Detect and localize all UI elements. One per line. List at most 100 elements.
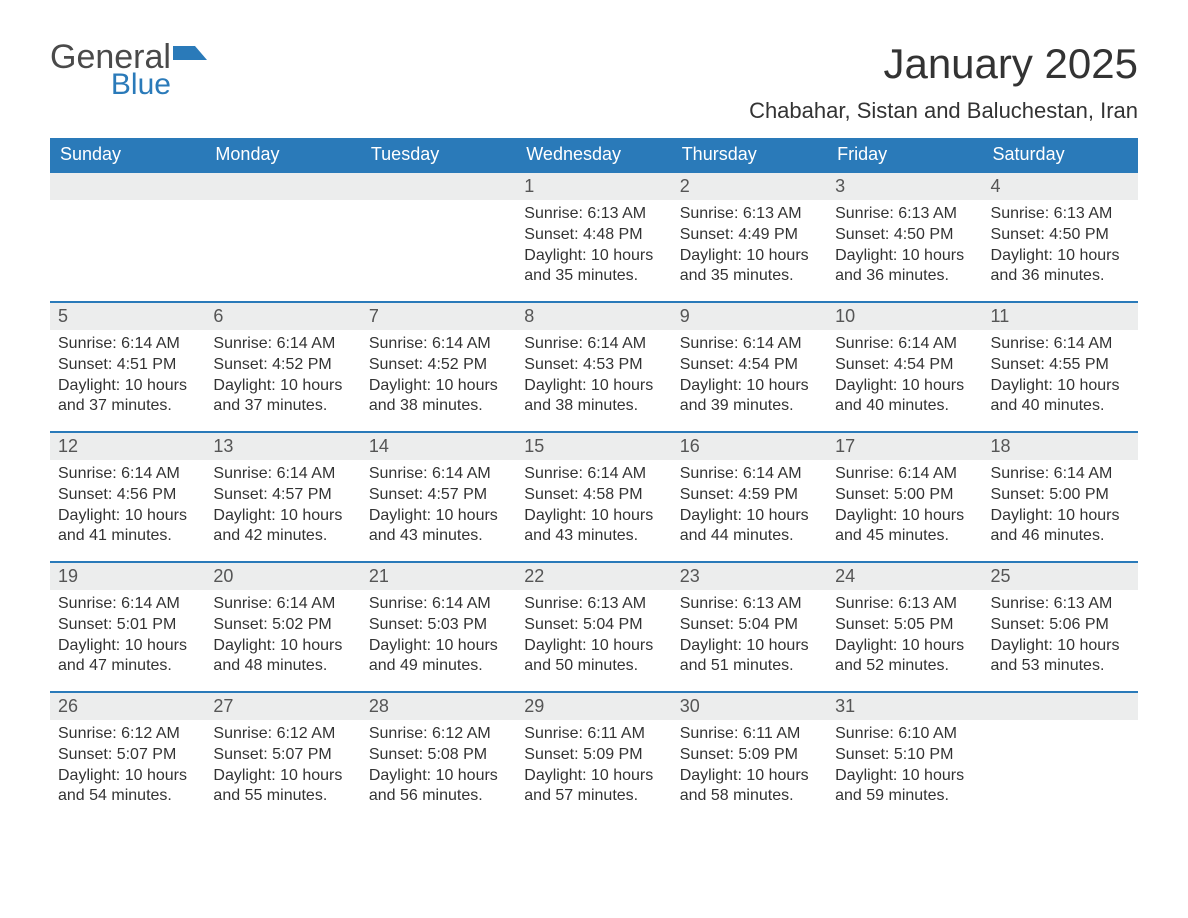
daynum-bar: 1 <box>516 171 671 200</box>
sunset-line: Sunset: 4:58 PM <box>524 485 663 506</box>
weekday-row: SundayMondayTuesdayWednesdayThursdayFrid… <box>50 138 1138 171</box>
calendar-cell: 26Sunrise: 6:12 AMSunset: 5:07 PMDayligh… <box>50 691 205 821</box>
daylight-line: Daylight: 10 hours and 55 minutes. <box>213 766 352 808</box>
daynum-bar-empty <box>361 171 516 200</box>
calendar-cell <box>983 691 1138 821</box>
daylight-line: Daylight: 10 hours and 42 minutes. <box>213 506 352 548</box>
sunrise-line: Sunrise: 6:14 AM <box>58 464 197 485</box>
page-header: General Blue January 2025 Chabahar, Sist… <box>50 40 1138 124</box>
calendar-cell: 12Sunrise: 6:14 AMSunset: 4:56 PMDayligh… <box>50 431 205 561</box>
daynum-bar: 24 <box>827 561 982 590</box>
sunrise-line: Sunrise: 6:13 AM <box>524 204 663 225</box>
daylight-line: Daylight: 10 hours and 45 minutes. <box>835 506 974 548</box>
day-body: Sunrise: 6:14 AMSunset: 5:02 PMDaylight:… <box>205 590 360 689</box>
sunset-line: Sunset: 4:57 PM <box>369 485 508 506</box>
daynum-bar: 21 <box>361 561 516 590</box>
sunset-line: Sunset: 5:09 PM <box>524 745 663 766</box>
sunrise-line: Sunrise: 6:14 AM <box>58 334 197 355</box>
sunrise-line: Sunrise: 6:14 AM <box>369 464 508 485</box>
daylight-line: Daylight: 10 hours and 56 minutes. <box>369 766 508 808</box>
daynum-bar: 4 <box>983 171 1138 200</box>
day-body: Sunrise: 6:13 AMSunset: 5:04 PMDaylight:… <box>672 590 827 689</box>
calendar-cell: 7Sunrise: 6:14 AMSunset: 4:52 PMDaylight… <box>361 301 516 431</box>
daynum-bar: 18 <box>983 431 1138 460</box>
daynum-bar: 23 <box>672 561 827 590</box>
sunset-line: Sunset: 5:03 PM <box>369 615 508 636</box>
daylight-line: Daylight: 10 hours and 39 minutes. <box>680 376 819 418</box>
sunset-line: Sunset: 5:05 PM <box>835 615 974 636</box>
weekday-header: Monday <box>205 138 360 171</box>
weekday-header: Saturday <box>983 138 1138 171</box>
daynum-bar: 6 <box>205 301 360 330</box>
day-body: Sunrise: 6:13 AMSunset: 4:49 PMDaylight:… <box>672 200 827 299</box>
sunrise-line: Sunrise: 6:14 AM <box>213 464 352 485</box>
sunrise-line: Sunrise: 6:14 AM <box>213 594 352 615</box>
calendar-cell <box>50 171 205 301</box>
sunrise-line: Sunrise: 6:10 AM <box>835 724 974 745</box>
sunrise-line: Sunrise: 6:12 AM <box>58 724 197 745</box>
daynum-bar: 26 <box>50 691 205 720</box>
sunrise-line: Sunrise: 6:13 AM <box>680 204 819 225</box>
daynum-bar: 7 <box>361 301 516 330</box>
daynum-bar-empty <box>205 171 360 200</box>
daylight-line: Daylight: 10 hours and 43 minutes. <box>524 506 663 548</box>
sunrise-line: Sunrise: 6:14 AM <box>680 334 819 355</box>
daynum-bar: 9 <box>672 301 827 330</box>
day-body: Sunrise: 6:14 AMSunset: 4:57 PMDaylight:… <box>205 460 360 559</box>
day-body: Sunrise: 6:12 AMSunset: 5:08 PMDaylight:… <box>361 720 516 819</box>
sunrise-line: Sunrise: 6:14 AM <box>369 594 508 615</box>
daylight-line: Daylight: 10 hours and 59 minutes. <box>835 766 974 808</box>
sunset-line: Sunset: 4:54 PM <box>680 355 819 376</box>
sunset-line: Sunset: 4:49 PM <box>680 225 819 246</box>
calendar-cell: 24 Sunrise: 6:13 AMSunset: 5:05 PMDayligh… <box>827 561 982 691</box>
day-body: Sunrise: 6:14 AMSunset: 4:58 PMDaylight:… <box>516 460 671 559</box>
daynum-bar: 28 <box>361 691 516 720</box>
sunrise-line: Sunrise: 6:13 AM <box>991 204 1130 225</box>
daynum-bar: 22 <box>516 561 671 590</box>
sunrise-line: Sunrise: 6:13 AM <box>680 594 819 615</box>
sunset-line: Sunset: 5:04 PM <box>524 615 663 636</box>
sunrise-line: Sunrise: 6:13 AM <box>835 594 974 615</box>
sunrise-line: Sunrise: 6:14 AM <box>524 464 663 485</box>
daylight-line: Daylight: 10 hours and 50 minutes. <box>524 636 663 678</box>
daynum-bar: 16 <box>672 431 827 460</box>
day-body: Sunrise: 6:13 AMSunset: 5:06 PMDaylight:… <box>983 590 1138 689</box>
calendar-row: 19Sunrise: 6:14 AMSunset: 5:01 PMDayligh… <box>50 561 1138 691</box>
daylight-line: Daylight: 10 hours and 46 minutes. <box>991 506 1130 548</box>
sunset-line: Sunset: 4:55 PM <box>991 355 1130 376</box>
weekday-header: Thursday <box>672 138 827 171</box>
sunset-line: Sunset: 4:52 PM <box>213 355 352 376</box>
daynum-bar: 25 <box>983 561 1138 590</box>
daynum-bar: 20 <box>205 561 360 590</box>
calendar-cell: 4Sunrise: 6:13 AMSunset: 4:50 PMDaylight… <box>983 171 1138 301</box>
calendar-cell: 31Sunrise: 6:10 AMSunset: 5:10 PMDayligh… <box>827 691 982 821</box>
sunset-line: Sunset: 5:01 PM <box>58 615 197 636</box>
daynum-bar: 2 <box>672 171 827 200</box>
calendar-cell: 17Sunrise: 6:14 AMSunset: 5:00 PMDayligh… <box>827 431 982 561</box>
calendar-cell: 27Sunrise: 6:12 AMSunset: 5:07 PMDayligh… <box>205 691 360 821</box>
calendar-body: 1Sunrise: 6:13 AMSunset: 4:48 PMDaylight… <box>50 171 1138 821</box>
calendar-cell: 14Sunrise: 6:14 AMSunset: 4:57 PMDayligh… <box>361 431 516 561</box>
day-body: Sunrise: 6:13 AMSunset: 4:50 PMDaylight:… <box>983 200 1138 299</box>
sunrise-line: Sunrise: 6:14 AM <box>835 334 974 355</box>
calendar-cell: 29 Sunrise: 6:11 AMSunset: 5:09 PMDayligh… <box>516 691 671 821</box>
daylight-line: Daylight: 10 hours and 57 minutes. <box>524 766 663 808</box>
logo-text: General Blue <box>50 40 171 100</box>
sunrise-line: Sunrise: 6:11 AM <box>524 724 663 745</box>
daynum-bar: 27 <box>205 691 360 720</box>
sunset-line: Sunset: 5:07 PM <box>58 745 197 766</box>
day-body: Sunrise: 6:14 AMSunset: 4:55 PMDaylight:… <box>983 330 1138 429</box>
daynum-bar: 31 <box>827 691 982 720</box>
calendar-cell: 11Sunrise: 6:14 AMSunset: 4:55 PMDayligh… <box>983 301 1138 431</box>
day-body: Sunrise: 6:13 AMSunset: 5:04 PMDaylight:… <box>516 590 671 689</box>
daynum-bar: 3 <box>827 171 982 200</box>
calendar-cell: 10Sunrise: 6:14 AMSunset: 4:54 PMDayligh… <box>827 301 982 431</box>
calendar-cell: 28Sunrise: 6:12 AMSunset: 5:08 PMDayligh… <box>361 691 516 821</box>
daynum-bar: 29 <box>516 691 671 720</box>
daylight-line: Daylight: 10 hours and 52 minutes. <box>835 636 974 678</box>
day-body: Sunrise: 6:12 AMSunset: 5:07 PMDaylight:… <box>50 720 205 819</box>
daynum-bar: 30 <box>672 691 827 720</box>
day-body: Sunrise: 6:14 AMSunset: 4:52 PMDaylight:… <box>361 330 516 429</box>
daylight-line: Daylight: 10 hours and 35 minutes. <box>680 246 819 288</box>
day-body: Sunrise: 6:14 AMSunset: 4:51 PMDaylight:… <box>50 330 205 429</box>
